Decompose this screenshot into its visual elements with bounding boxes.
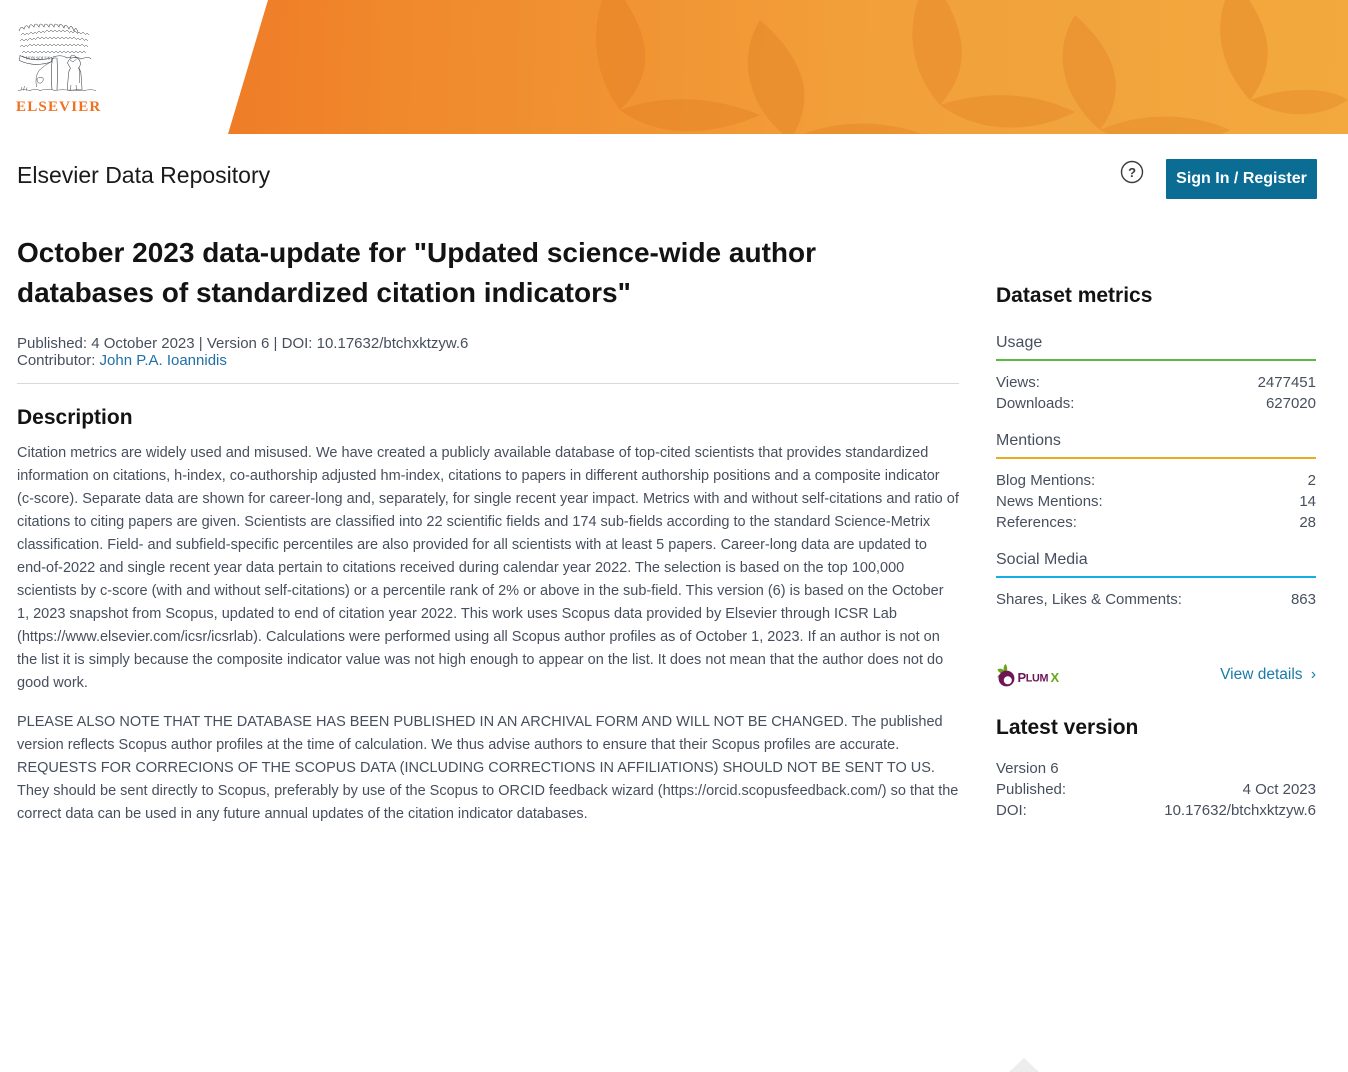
svg-text:NON SOLUS: NON SOLUS [26, 55, 51, 60]
svg-text:LUM: LUM [1026, 672, 1049, 684]
svg-text:?: ? [1128, 165, 1136, 180]
svg-text:X: X [1051, 670, 1060, 685]
